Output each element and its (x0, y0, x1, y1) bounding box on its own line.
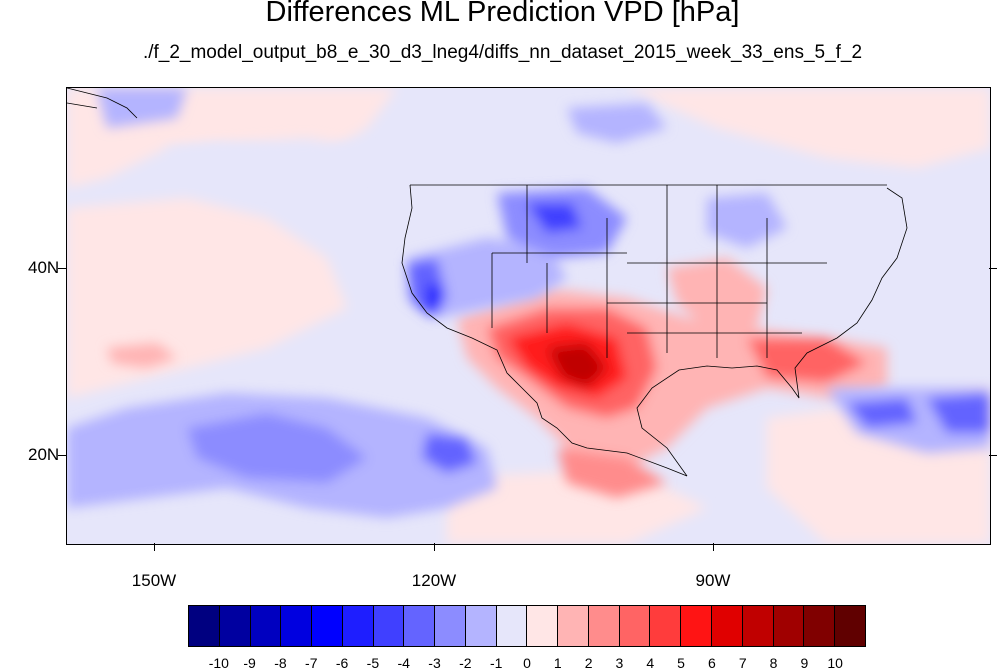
negative-anomaly (67, 88, 990, 518)
colorbar-swatch (588, 606, 620, 646)
colorbar-swatch (219, 606, 251, 646)
lon-label-90w: 90W (695, 571, 731, 590)
colorbar-swatch (312, 606, 343, 646)
colorbar-label: -2 (459, 655, 472, 671)
colorbar-swatch (619, 606, 651, 646)
colorbar-label: 10 (827, 655, 843, 671)
colorbar-swatch (250, 606, 282, 646)
coastline (67, 88, 908, 477)
colorbar-swatch (804, 606, 836, 646)
colorbar-swatch (650, 606, 682, 646)
colorbar-label: -7 (305, 655, 318, 671)
colorbar (188, 605, 866, 647)
colorbar-swatch (742, 606, 774, 646)
colorbar-label: -3 (428, 655, 441, 671)
colorbar-swatch (681, 606, 713, 646)
colorbar-label: 3 (615, 655, 624, 671)
map-title: Differences ML Prediction VPD [hPa] (265, 0, 740, 28)
lat-label-20n: 20N (28, 445, 60, 464)
lon-label-120w: 120W (411, 571, 457, 590)
colorbar-swatch (281, 606, 313, 646)
colorbar-label: -1 (489, 655, 503, 671)
colorbar-swatch (527, 606, 559, 646)
map-subtitle: ./f_2_model_output_b8_e_30_d3_lneg4/diff… (142, 42, 863, 63)
colorbar-label: -9 (243, 655, 256, 671)
colorbar-swatch (342, 606, 374, 646)
lon-label-150w: 150W (131, 571, 177, 590)
map-canvas (67, 88, 990, 544)
vpd-difference-map (66, 87, 991, 545)
colorbar-label: 2 (584, 655, 593, 671)
colorbar-swatch (558, 606, 589, 646)
colorbar-swatch (835, 606, 865, 646)
colorbar-swatch (712, 606, 743, 646)
colorbar-label: 1 (553, 655, 562, 671)
colorbar-swatch (435, 606, 466, 646)
colorbar-swatch (773, 606, 805, 646)
lat-label-40n: 40N (28, 258, 60, 277)
colorbar-swatch (496, 606, 528, 646)
colorbar-label: 5 (677, 655, 685, 671)
colorbar-label: 0 (523, 655, 531, 671)
colorbar-label: -6 (335, 655, 349, 671)
colorbar-swatch (404, 606, 436, 646)
colorbar-swatch (465, 606, 497, 646)
colorbar-label: 6 (708, 655, 716, 671)
colorbar-swatch (373, 606, 405, 646)
colorbar-label: 7 (738, 655, 747, 671)
colorbar-label: -8 (274, 655, 287, 671)
colorbar-label: 8 (769, 655, 778, 671)
colorbar-label: 4 (646, 655, 655, 671)
colorbar-label: -4 (397, 655, 410, 671)
colorbar-label: -10 (208, 655, 229, 671)
colorbar-label: -5 (366, 655, 380, 671)
colorbar-label: 9 (800, 655, 809, 671)
colorbar-swatch (189, 606, 220, 646)
